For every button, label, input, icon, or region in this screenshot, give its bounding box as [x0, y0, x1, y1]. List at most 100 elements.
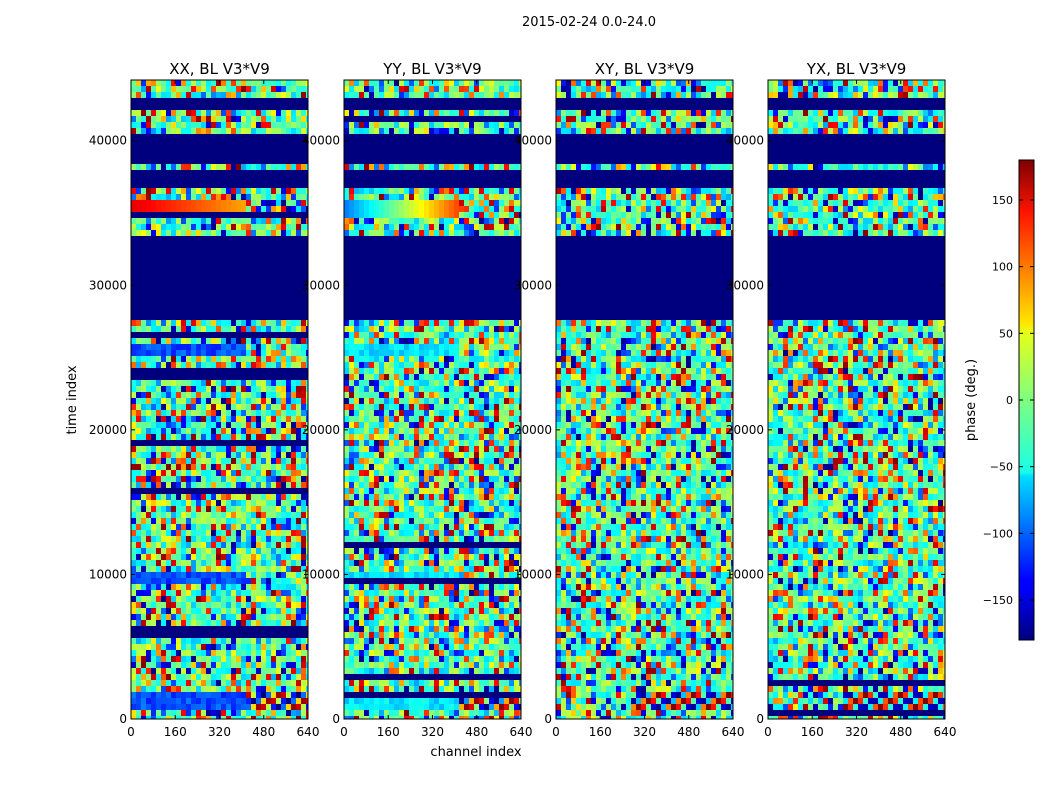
- heatmap-cell: [211, 536, 217, 543]
- heatmap-cell: [241, 668, 247, 675]
- heatmap-cell: [176, 398, 182, 405]
- heatmap-cell: [419, 452, 425, 459]
- heatmap-cell: [181, 362, 187, 369]
- heatmap-cell: [449, 356, 455, 363]
- heatmap-cell: [464, 332, 470, 339]
- heatmap-cell: [141, 350, 147, 357]
- heatmap-cell: [131, 698, 137, 705]
- heatmap-cell: [374, 362, 380, 369]
- heatmap-cell: [231, 428, 237, 435]
- heatmap-cell: [286, 416, 292, 423]
- heatmap-cell: [449, 92, 455, 99]
- heatmap-cell: [186, 620, 192, 627]
- heatmap-cell: [286, 518, 292, 525]
- heatmap-cell: [424, 566, 430, 573]
- heatmap-cell: [281, 404, 287, 411]
- heatmap-cell: [191, 692, 197, 699]
- heatmap-cell: [161, 524, 167, 531]
- heatmap-cell: [276, 386, 282, 393]
- heatmap-cell: [489, 440, 495, 447]
- heatmap-cell: [241, 164, 247, 171]
- heatmap-cell: [221, 122, 227, 129]
- heatmap-cell: [504, 164, 510, 171]
- heatmap-cell: [479, 440, 485, 447]
- heatmap-cell: [281, 446, 287, 453]
- heatmap-cell: [136, 554, 142, 561]
- heatmap-cell: [454, 128, 460, 135]
- heatmap-cell: [509, 332, 515, 339]
- heatmap-cell: [236, 230, 242, 237]
- heatmap-cell: [489, 464, 495, 471]
- heatmap-cell: [429, 428, 435, 435]
- heatmap-cell: [206, 446, 212, 453]
- heatmap-cell: [241, 530, 247, 537]
- heatmap-cell: [181, 452, 187, 459]
- heatmap-cell: [141, 662, 147, 669]
- heatmap-cell: [489, 374, 495, 381]
- heatmap-cell: [489, 476, 495, 483]
- heatmap-cell: [494, 92, 500, 99]
- heatmap-cell: [161, 482, 167, 489]
- heatmap-cell: [176, 356, 182, 363]
- heatmap-cell: [354, 110, 360, 117]
- heatmap-cell: [271, 356, 277, 363]
- heatmap-cell: [306, 656, 309, 663]
- heatmap-cell: [151, 674, 157, 681]
- heatmap-cell: [514, 596, 520, 603]
- heatmap-cell: [301, 188, 307, 195]
- heatmap-cell: [181, 194, 187, 201]
- x-tick-label: 320: [208, 725, 231, 739]
- heatmap-cell: [439, 590, 445, 597]
- heatmap-cell: [379, 590, 385, 597]
- heatmap-cell: [206, 584, 212, 591]
- heatmap-cell: [514, 398, 520, 405]
- heatmap-cell: [276, 572, 282, 579]
- heatmap-cell: [271, 710, 277, 717]
- heatmap-cell: [241, 596, 247, 603]
- heatmap-cell: [186, 92, 192, 99]
- heatmap-cell: [389, 422, 395, 429]
- heatmap-cell: [206, 644, 212, 651]
- heatmap-cell: [399, 224, 405, 231]
- heatmap-cell: [206, 416, 212, 423]
- heatmap-cell: [454, 452, 460, 459]
- heatmap-cell: [384, 356, 390, 363]
- heatmap-cell: [399, 230, 405, 237]
- heatmap-cell: [216, 560, 222, 567]
- heatmap-cell: [459, 404, 465, 411]
- heatmap-cell: [241, 572, 247, 579]
- heatmap-cell: [276, 476, 282, 483]
- heatmap-cell: [136, 590, 142, 597]
- heatmap-cell: [281, 686, 287, 693]
- heatmap-cell: [156, 92, 162, 99]
- heatmap-cell: [161, 452, 167, 459]
- heatmap-cell: [286, 122, 292, 129]
- heatmap-cell: [454, 488, 460, 495]
- heatmap-cell: [261, 434, 267, 441]
- heatmap-cell: [296, 692, 302, 699]
- heatmap-cell: [419, 368, 425, 375]
- heatmap-cell: [364, 500, 370, 507]
- heatmap-cell: [191, 476, 197, 483]
- heatmap-cell: [221, 614, 227, 621]
- heatmap-cell: [296, 518, 302, 525]
- heatmap-cell: [439, 416, 445, 423]
- heatmap-cell: [364, 86, 370, 93]
- heatmap-cell: [474, 122, 480, 129]
- heatmap-cell: [161, 446, 167, 453]
- heatmap-cell: [509, 380, 515, 387]
- heatmap-cell: [151, 602, 157, 609]
- heatmap-cell: [261, 668, 267, 675]
- heatmap-cell: [379, 602, 385, 609]
- heatmap-cell: [439, 368, 445, 375]
- heatmap-cell: [236, 554, 242, 561]
- heatmap-cell: [419, 506, 425, 513]
- heatmap-cell: [261, 452, 267, 459]
- heatmap-cell: [379, 338, 385, 345]
- heatmap-cell: [256, 584, 262, 591]
- heatmap-cell: [266, 590, 272, 597]
- heatmap-cell: [266, 602, 272, 609]
- heatmap-cell: [256, 410, 262, 417]
- heatmap-cell: [256, 224, 262, 231]
- heatmap-cell: [306, 560, 309, 567]
